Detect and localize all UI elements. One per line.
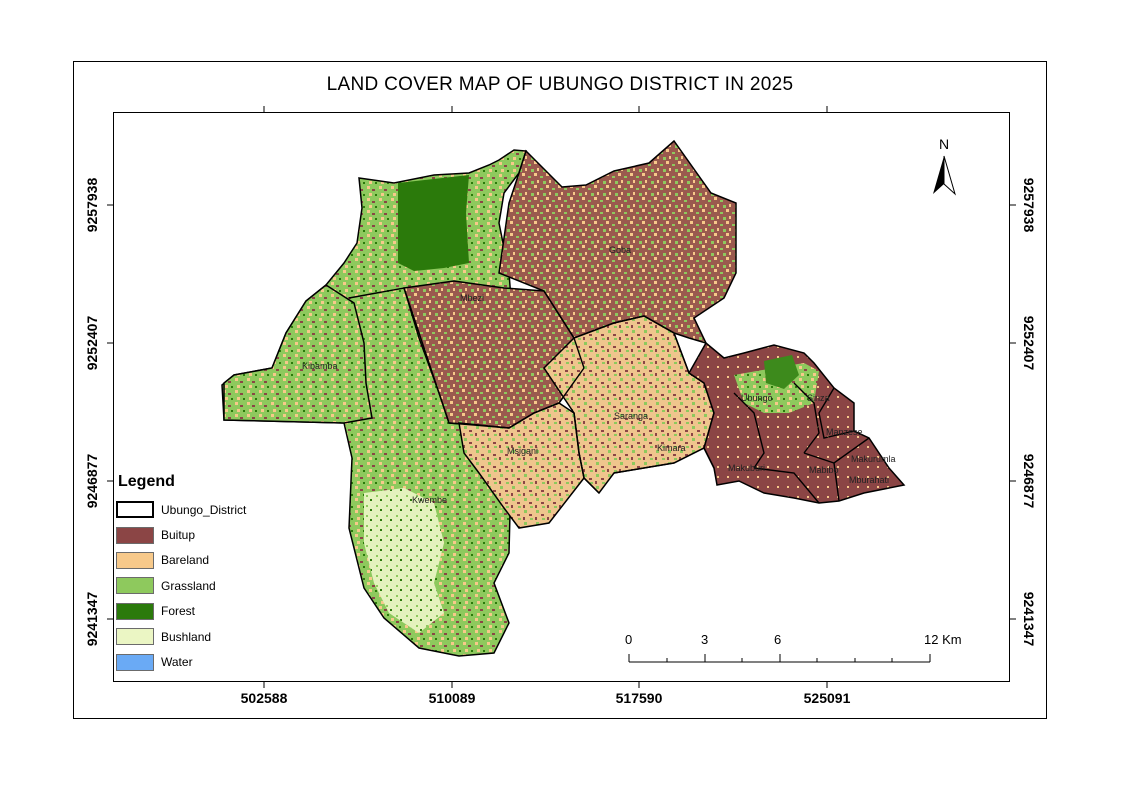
y-tick-label-right: 9252407 bbox=[1021, 315, 1037, 371]
place-label-makuburi: Makuburi bbox=[728, 463, 766, 473]
y-tick-label-right: 9246877 bbox=[1021, 453, 1037, 509]
place-label-kimara: Kimara bbox=[657, 443, 686, 453]
place-label-kwembe: Kwembe bbox=[412, 495, 448, 505]
y-tick-label-right: 9241347 bbox=[1021, 591, 1037, 647]
north-arrow: N bbox=[926, 136, 962, 198]
legend-item-forest: Forest bbox=[116, 599, 276, 624]
legend-title: Legend bbox=[118, 473, 175, 490]
legend-label: Ubungo_District bbox=[161, 502, 247, 517]
place-label-goba: Goba bbox=[609, 245, 632, 255]
legend-label: Buitup bbox=[161, 528, 196, 543]
place-label-mabibo: Mabibo bbox=[809, 465, 839, 475]
legend-swatch bbox=[116, 501, 154, 519]
legend-swatch bbox=[116, 526, 154, 544]
legend-swatch bbox=[116, 577, 154, 595]
district-east-forest bbox=[764, 355, 799, 389]
legend-label: Bareland bbox=[161, 553, 210, 568]
place-label-msigani: Msigani bbox=[507, 446, 539, 456]
legend-label: Bushland bbox=[161, 629, 212, 644]
legend-item-grassland: Grassland bbox=[116, 573, 276, 598]
place-label-kibamba: Kibamba bbox=[302, 361, 338, 371]
place-label-mbezi: Mbezi bbox=[460, 293, 485, 303]
scale-bar: 0 3 6 12 Km bbox=[610, 632, 980, 668]
y-tick-label-left: 9246877 bbox=[84, 453, 100, 509]
land-cover-map bbox=[221, 139, 906, 657]
y-tick-label-left: 9252407 bbox=[84, 315, 100, 371]
legend-swatch bbox=[116, 653, 154, 671]
ward-boundaries bbox=[348, 287, 870, 504]
legend-item-bushland: Bushland bbox=[116, 624, 276, 649]
legend-swatch bbox=[116, 551, 154, 569]
x-tick-label: 517590 bbox=[615, 690, 663, 706]
district-north-east-region bbox=[498, 139, 737, 345]
scale-label: 0 bbox=[625, 632, 633, 647]
y-tick-label-left: 9257938 bbox=[84, 177, 100, 233]
x-tick-label: 510089 bbox=[428, 690, 476, 706]
legend-swatch bbox=[116, 628, 154, 646]
x-tick-label: 525091 bbox=[803, 690, 851, 706]
x-tick-label: 502588 bbox=[240, 690, 288, 706]
place-label-makurumla: Makurumla bbox=[851, 454, 896, 464]
scale-label: 3 bbox=[701, 632, 709, 647]
y-tick-label-right: 9257938 bbox=[1021, 177, 1037, 233]
place-label-saranga: Saranga bbox=[614, 411, 649, 421]
legend-item-water: Water bbox=[116, 649, 276, 674]
legend-label: Water bbox=[161, 655, 193, 670]
north-arrow-icon bbox=[933, 155, 956, 196]
scale-label: 6 bbox=[774, 632, 782, 647]
page-frame bbox=[73, 61, 1047, 719]
legend-item-bareland: Bareland bbox=[116, 548, 276, 573]
scale-label: 12 Km bbox=[924, 632, 962, 647]
place-label-mburahati: Mburahati bbox=[849, 475, 890, 485]
legend-label: Grassland bbox=[161, 578, 216, 593]
district-bushland-south bbox=[364, 488, 444, 633]
place-label-ubungo: Ubungo bbox=[741, 393, 773, 403]
scale-bar-graphic bbox=[628, 654, 931, 663]
district-kibamba-region bbox=[223, 284, 373, 424]
north-label: N bbox=[938, 136, 950, 152]
place-label-manzese: Manzese bbox=[826, 427, 863, 437]
legend-label: Forest bbox=[161, 604, 196, 619]
legend-swatch bbox=[116, 602, 154, 620]
y-tick-label-left: 9241347 bbox=[84, 591, 100, 647]
legend-item-buitup: Buitup bbox=[116, 522, 276, 547]
forest-patch bbox=[398, 175, 469, 271]
map-title: LAND COVER MAP OF UBUNGO DISTRICT IN 202… bbox=[326, 74, 794, 95]
place-label-sinza: Sinza bbox=[807, 393, 830, 403]
legend-item-ubungo-district: Ubungo_District bbox=[116, 497, 276, 522]
legend: Legend Ubungo_District Buitup Bareland G… bbox=[116, 473, 276, 675]
